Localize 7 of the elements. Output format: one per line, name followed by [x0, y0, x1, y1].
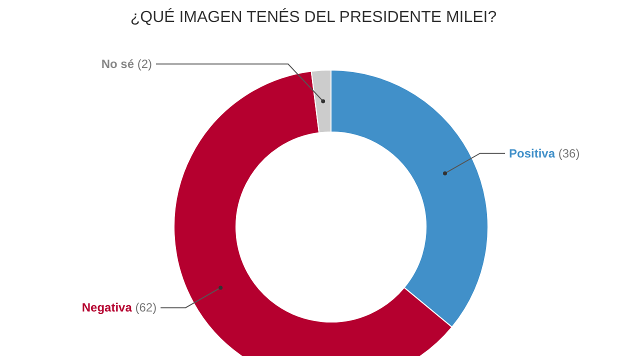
data-label: (2) — [134, 57, 152, 71]
data-label: (36) — [555, 146, 580, 160]
chart-title: ¿QUÉ IMAGEN TENÉS DEL PRESIDENTE MILEI? — [130, 8, 497, 26]
slice-label: No sé — [101, 57, 134, 71]
slice-label: Negativa — [82, 300, 132, 315]
slice-label: Positiva — [509, 146, 556, 160]
data-label: (62) — [132, 300, 157, 315]
